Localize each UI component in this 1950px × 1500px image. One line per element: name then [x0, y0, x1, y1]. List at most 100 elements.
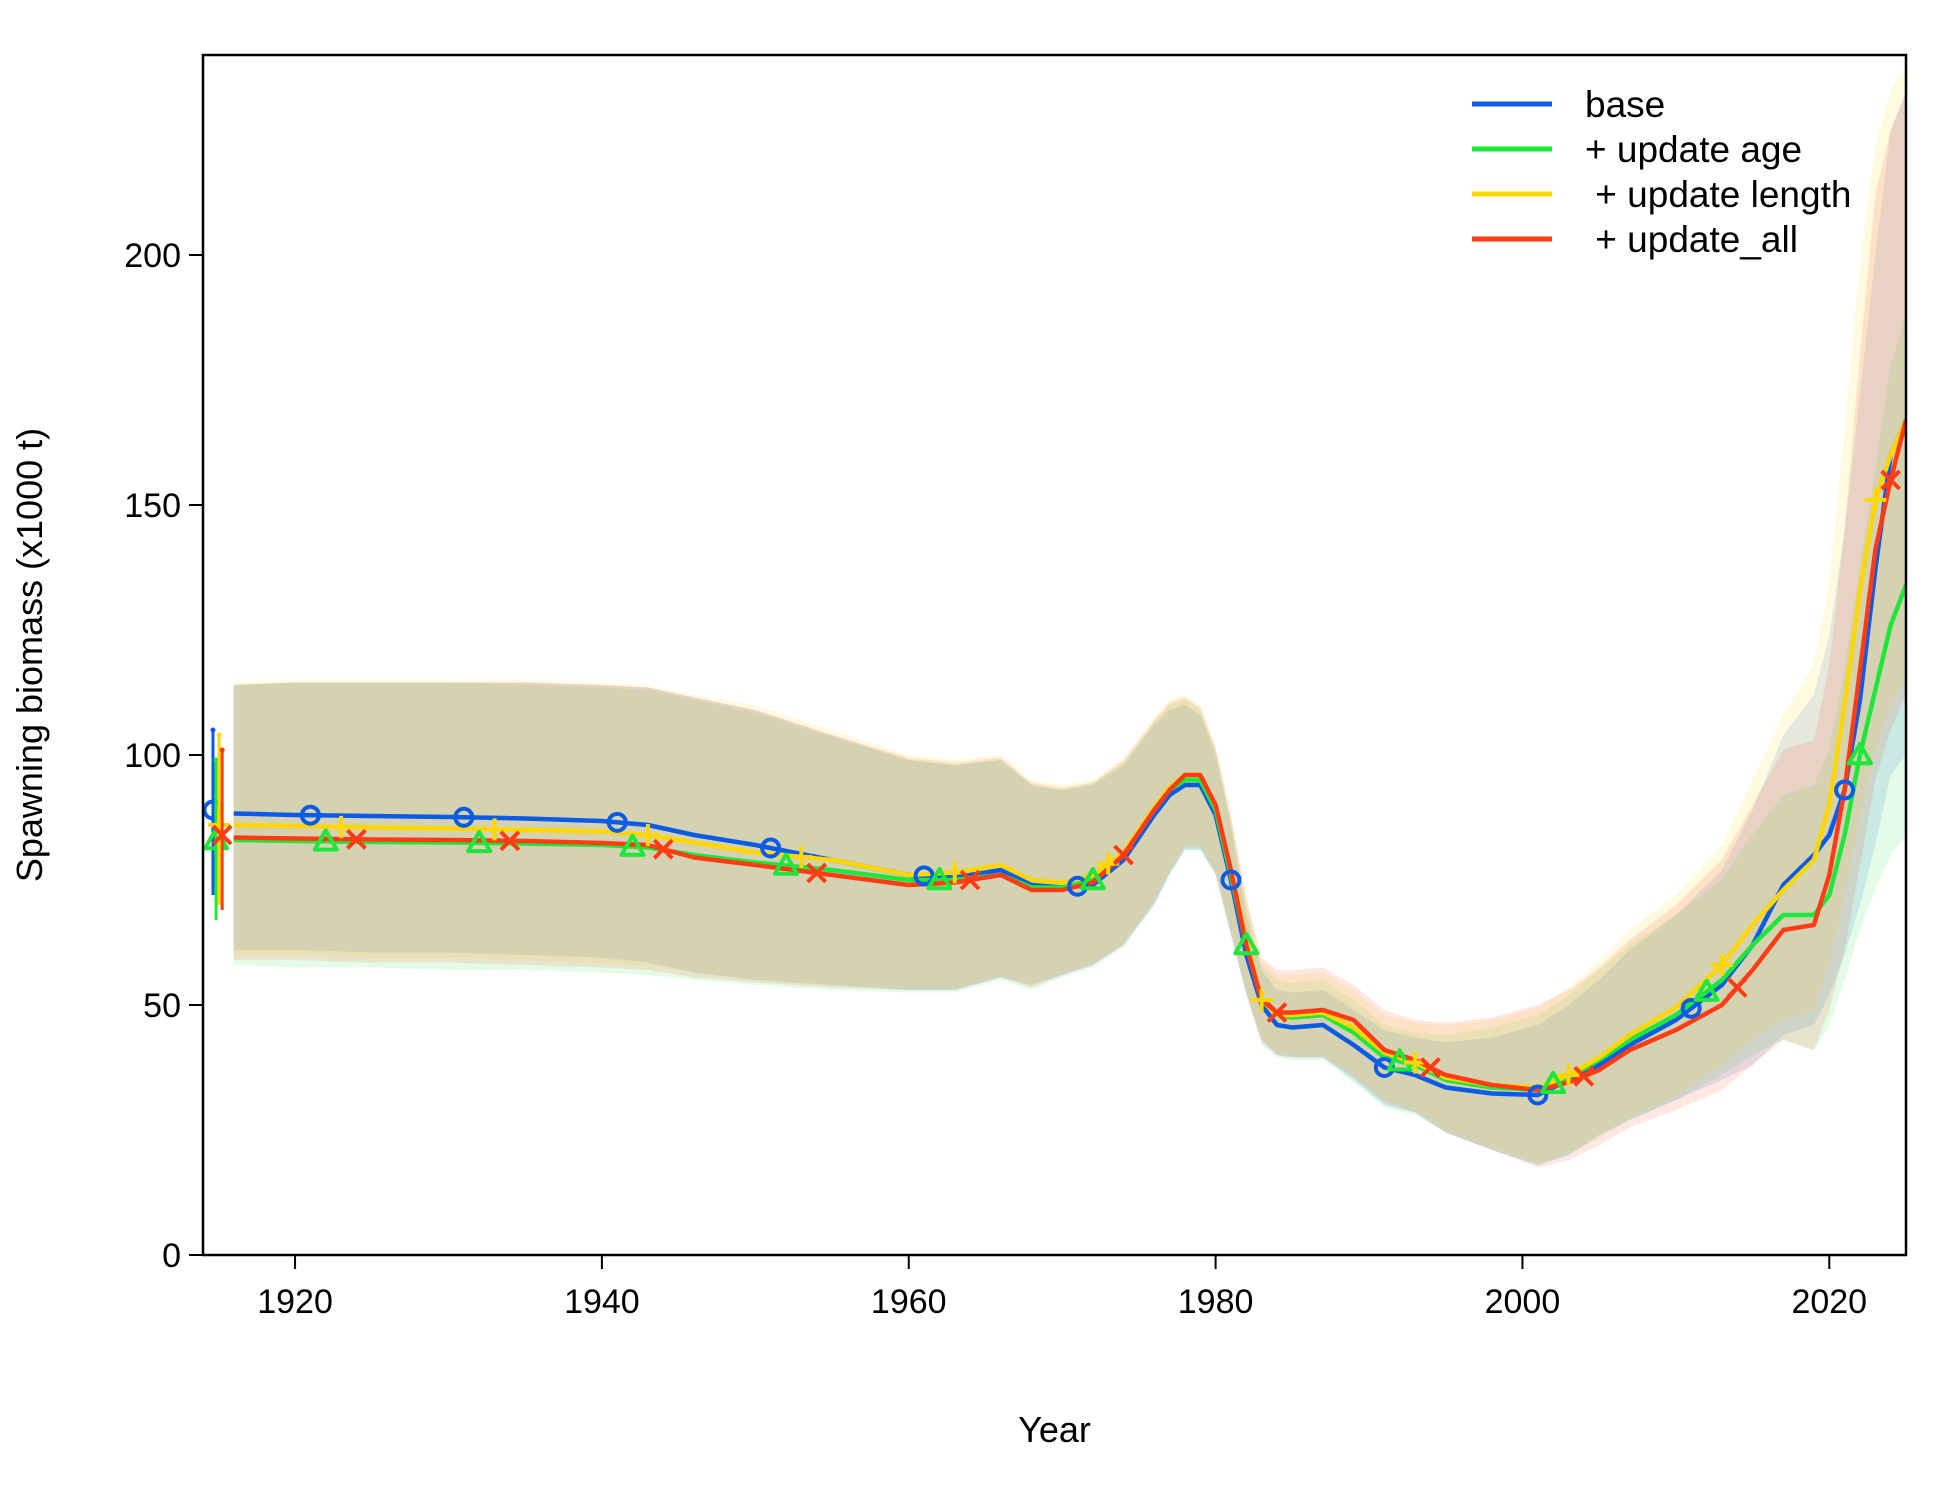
initial-year-estimates: [202, 727, 233, 920]
point-marker-shape: [1079, 867, 1106, 891]
point-marker-shape: [1233, 932, 1260, 956]
y-tick-label: 200: [124, 237, 181, 275]
legend: base+ update age + update length + updat…: [1472, 84, 1851, 260]
point-marker-shape: [1557, 1064, 1580, 1086]
point-marker-shape: [790, 846, 813, 868]
point-marker: [1386, 1048, 1413, 1072]
point-marker-shape: [636, 824, 659, 846]
point-marker: [790, 846, 813, 868]
initial-point-marker-shape: [211, 824, 233, 846]
point-marker: [1404, 1051, 1427, 1074]
point-marker-shape: [652, 838, 674, 860]
point-marker: [1527, 1084, 1549, 1106]
point-marker: [636, 824, 659, 846]
point-marker: [1834, 779, 1856, 801]
point-marker-shape: [1726, 977, 1748, 998]
point-marker-shape: [330, 815, 353, 838]
point-marker-shape: [1419, 1057, 1441, 1078]
x-axis: 1920 1940 1960 1980 2000 2020: [257, 1254, 1867, 1321]
point-marker: [1846, 742, 1873, 766]
point-marker: [330, 815, 353, 838]
point-marker-shape: [1220, 869, 1242, 891]
legend-label: + update length: [1585, 174, 1851, 215]
point-marker: [483, 818, 506, 841]
y-tick-label: 150: [124, 487, 181, 525]
x-tick-label: 2000: [1485, 1283, 1561, 1321]
point-marker: [1864, 489, 1887, 511]
initial-error-cap: [210, 727, 216, 733]
x-tick-label: 1980: [1178, 1283, 1254, 1321]
point-marker: [499, 830, 521, 852]
legend-item: base: [1472, 84, 1665, 125]
x-tick-label: 1940: [564, 1283, 640, 1321]
legend-label: base: [1585, 84, 1665, 125]
confidence-bands: [233, 65, 1906, 1168]
point-marker-shape: [760, 837, 782, 859]
point-marker-shape: [1710, 954, 1733, 976]
point-marker-shape: [619, 833, 646, 857]
point-marker-shape: [606, 811, 628, 833]
point-marker: [1693, 978, 1720, 1002]
point-marker: [959, 869, 981, 891]
point-marker-shape: [1680, 997, 1702, 1019]
y-tick-label: 50: [143, 987, 181, 1025]
initial-error-cap: [219, 747, 225, 753]
point-marker: [652, 838, 674, 860]
point-marker: [1573, 1065, 1595, 1087]
series-lines: [233, 419, 1906, 1098]
point-marker-shape: [1527, 1084, 1549, 1106]
point-marker: [1233, 932, 1260, 956]
point-marker: [1079, 867, 1106, 891]
point-marker-shape: [1834, 779, 1856, 801]
point-marker: [1419, 1057, 1441, 1078]
initial-point-marker: [211, 824, 233, 846]
initial-error-cap: [216, 732, 222, 738]
x-tick-label: 2020: [1791, 1283, 1867, 1321]
confidence-band-3: [233, 95, 1906, 1168]
point-marker: [926, 867, 953, 891]
point-marker-shape: [299, 804, 321, 826]
point-marker: [1680, 997, 1702, 1019]
point-marker-shape: [1404, 1051, 1427, 1074]
legend-item: + update_all: [1472, 219, 1798, 260]
point-marker: [619, 833, 646, 857]
point-marker: [760, 837, 782, 859]
y-tick-label: 0: [162, 1237, 181, 1275]
point-marker: [1726, 977, 1748, 998]
point-marker-shape: [1266, 1002, 1288, 1023]
point-marker-shape: [806, 862, 828, 884]
x-axis-title: Year: [1018, 1409, 1091, 1450]
point-marker-shape: [312, 828, 339, 852]
point-marker: [1540, 1070, 1567, 1094]
point-marker-shape: [1693, 978, 1720, 1002]
point-marker-shape: [1880, 469, 1902, 491]
point-marker: [1266, 1002, 1288, 1023]
point-marker-shape: [499, 830, 521, 852]
point-marker: [606, 811, 628, 833]
point-marker: [1557, 1064, 1580, 1086]
legend-label: + update_all: [1585, 219, 1798, 260]
point-marker-shape: [926, 867, 953, 891]
y-axis: 0 50 100 150 200: [124, 237, 204, 1275]
point-marker: [346, 828, 367, 850]
legend-item: + update length: [1472, 174, 1851, 215]
series-line-3: [233, 419, 1906, 1093]
y-tick-label: 100: [124, 737, 181, 775]
point-marker-shape: [1864, 489, 1887, 511]
point-marker-shape: [1573, 1065, 1595, 1087]
x-tick-label: 1960: [871, 1283, 947, 1321]
point-marker: [312, 828, 339, 852]
point-marker-shape: [1250, 989, 1273, 1011]
confidence-band-2: [233, 65, 1906, 1163]
series-markers: [299, 469, 1902, 1106]
confidence-band-1: [233, 315, 1906, 1165]
point-marker: [453, 806, 475, 828]
x-tick-label: 1920: [257, 1283, 333, 1321]
legend-label: + update age: [1585, 129, 1802, 170]
point-marker-shape: [1113, 844, 1134, 866]
point-marker: [913, 865, 935, 887]
point-marker: [299, 804, 321, 826]
point-marker-shape: [1540, 1070, 1567, 1094]
